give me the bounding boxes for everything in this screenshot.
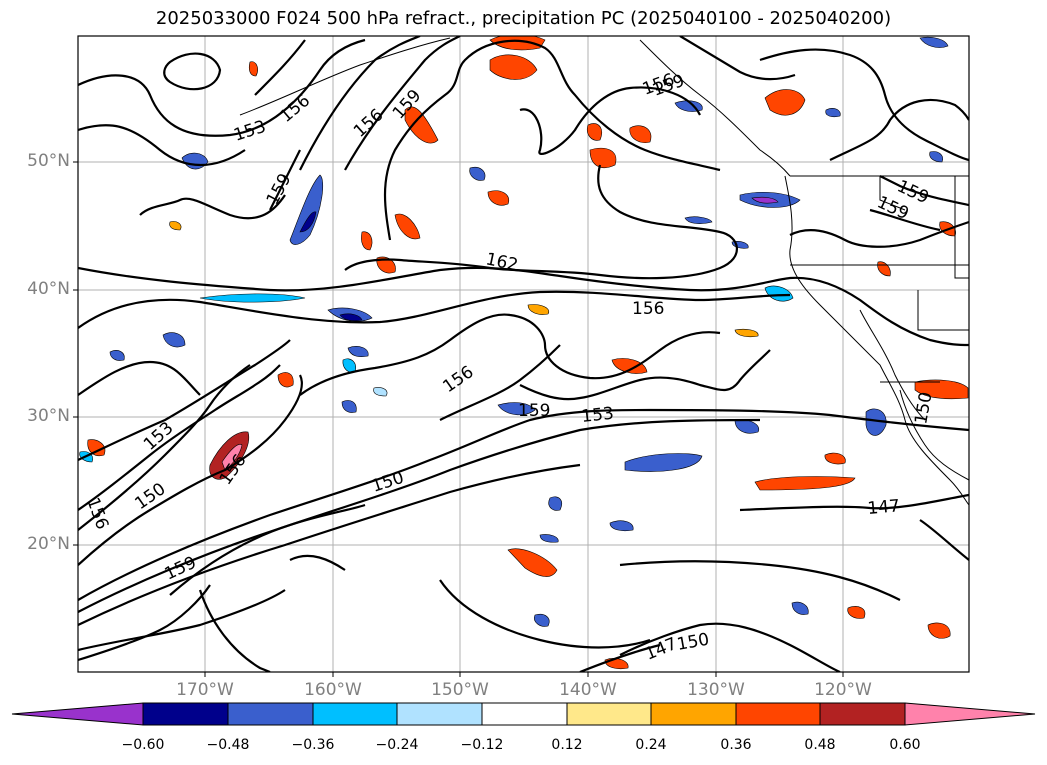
colorbar-swatch	[566, 702, 652, 726]
lat-label-50n: 50°N	[27, 151, 70, 171]
contour-label: 159	[518, 401, 550, 421]
colorbar-tick-label: 0.60	[889, 737, 921, 753]
contour-label: 150	[369, 468, 406, 497]
colorbar-tick-label: −0.36	[291, 737, 335, 753]
lon-label-160w: 160°W	[304, 680, 362, 700]
colorbar-tick-label: 0.48	[804, 737, 836, 753]
colorbar-swatch	[481, 702, 568, 726]
colorbar-tick-label: −0.24	[375, 737, 419, 753]
lat-label-20n: 20°N	[27, 534, 70, 554]
colorbar-tick-label: −0.12	[460, 737, 504, 753]
colorbar-tick-label: −0.48	[206, 737, 250, 753]
colorbar-swatch	[819, 702, 906, 726]
contour-label: 156	[350, 105, 387, 142]
map-title: 2025033000 F024 500 hPa refract., precip…	[155, 8, 892, 29]
colorbar-tick-label: −0.60	[121, 737, 165, 753]
colorbar-extend-low	[11, 702, 144, 726]
contour-label-group: 153 156 159 156 159 162 156 159 159 153 …	[82, 70, 936, 665]
colorbar-extend-high	[904, 702, 1036, 726]
contour-label: 156	[439, 362, 477, 397]
contour-label: 150	[911, 390, 936, 425]
lon-label-140w: 140°W	[559, 680, 617, 700]
colorbar-swatch	[227, 702, 314, 726]
contour-label: 156	[632, 299, 664, 319]
lon-label-150w: 150°W	[431, 680, 489, 700]
contour-label: 162	[484, 249, 520, 275]
lat-label-30n: 30°N	[27, 406, 70, 426]
colorbar-tick-label: 0.12	[551, 737, 583, 753]
axis-ticks	[73, 161, 844, 677]
gridlines	[78, 36, 969, 672]
contour-label: 150	[675, 630, 710, 655]
contour-lines	[78, 36, 969, 672]
colorbar	[11, 702, 1036, 726]
colorbar-swatch	[396, 702, 483, 726]
colorbar-swatch	[142, 702, 229, 726]
map-frame	[77, 35, 970, 673]
precip-blobs	[79, 36, 969, 670]
contour-label: 147	[867, 496, 901, 519]
lon-label-130w: 130°W	[687, 680, 745, 700]
contour-label: 153	[231, 117, 268, 146]
coastlines	[239, 37, 969, 506]
lon-label-170w: 170°W	[176, 680, 234, 700]
contour-label: 153	[580, 404, 614, 427]
colorbar-tick-label: 0.24	[635, 737, 667, 753]
contour-label: 156	[276, 91, 314, 127]
lon-label-120w: 120°W	[814, 680, 872, 700]
contour-label: 159	[263, 170, 296, 208]
colorbar-swatch	[312, 702, 398, 726]
contour-label: 147	[642, 634, 680, 665]
contour-label: 156	[82, 495, 112, 532]
colorbar-tick-label: 0.36	[720, 737, 752, 753]
colorbar-swatch	[650, 702, 737, 726]
colorbar-swatch	[735, 702, 821, 726]
lat-label-40n: 40°N	[27, 279, 70, 299]
